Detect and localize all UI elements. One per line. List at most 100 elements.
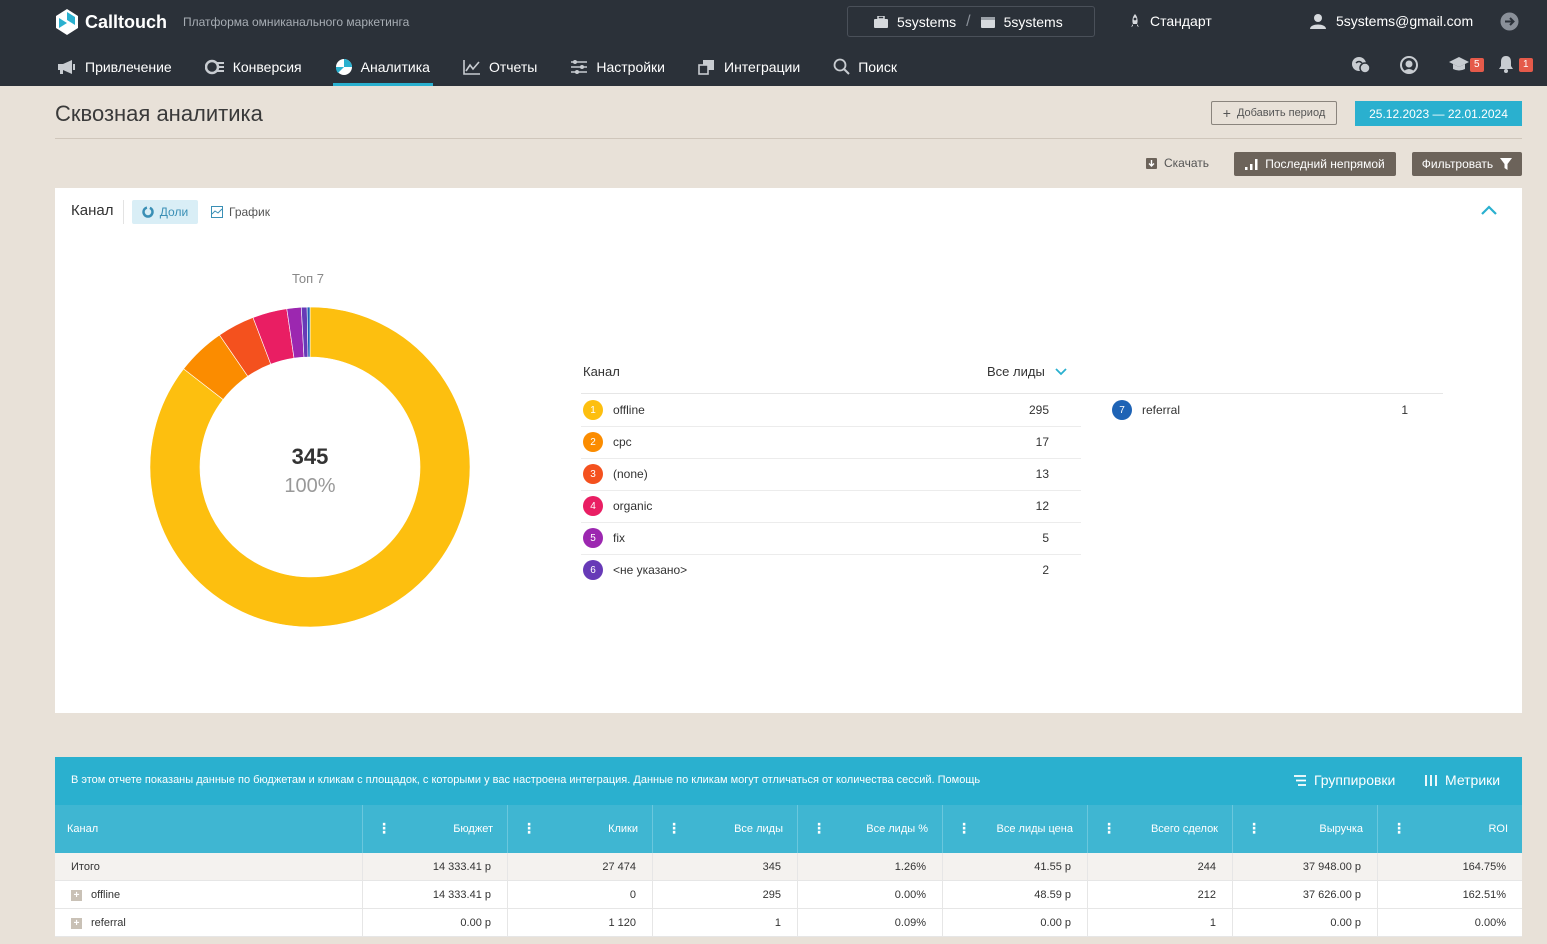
add-period-button[interactable]: + Добавить период (1211, 101, 1337, 125)
user-menu[interactable]: 5systems@gmail.com (1310, 13, 1473, 29)
integrations-icon (698, 59, 714, 75)
legend-item[interactable]: 6 <не указано> 2 (583, 554, 1053, 586)
education-button[interactable]: 5 (1448, 55, 1484, 75)
legend-item[interactable]: 4 organic 12 (583, 490, 1053, 522)
table-cell: 1 (652, 909, 797, 937)
donut-slice-referral[interactable] (306, 307, 311, 358)
bar-chart-icon (1245, 159, 1258, 170)
table-total-row[interactable]: Итого 14 333.41 р 27 474 345 1.26% 41.55 р 244… (55, 853, 1522, 881)
table-cell: 0.00 р (942, 909, 1087, 937)
column-header[interactable]: ⋮ Клики (507, 805, 652, 853)
metrics-button[interactable]: Метрики (1425, 772, 1500, 788)
nav-label: Конверсия (232, 58, 302, 75)
legend-rank-badge: 4 (583, 496, 603, 516)
legend-item[interactable]: 5 fix 5 (583, 522, 1053, 554)
column-header-label: Клики (608, 823, 638, 835)
column-header[interactable]: ⋮ Бюджет (362, 805, 507, 853)
download-icon (1146, 157, 1157, 169)
table-cell-value: 345 (762, 861, 781, 873)
app-name: Calltouch (85, 11, 168, 32)
date-range-button[interactable]: 25.12.2023 — 22.01.2024 (1355, 101, 1522, 126)
header-divider (55, 138, 1522, 139)
nav-item-acquisition[interactable]: Привлечение (55, 50, 175, 83)
plan-indicator[interactable]: Стандарт (1128, 13, 1212, 29)
column-menu-icon[interactable]: ⋮ (1102, 820, 1116, 836)
table-cell: 14 333.41 р (362, 853, 507, 881)
table-row[interactable]: + offline 14 333.41 р 0 295 0.00% 48.59 р 212 37… (55, 881, 1522, 909)
table-cell-value: 37 948.00 р (1302, 861, 1361, 873)
column-header[interactable]: ⋮ ROI (1377, 805, 1522, 853)
legend-item[interactable]: 3 (none) 13 (583, 458, 1053, 490)
column-menu-icon[interactable]: ⋮ (377, 820, 391, 836)
legend-label: organic (613, 499, 653, 513)
project-switcher[interactable]: 5systems / 5systems (847, 6, 1095, 37)
conversion-icon (204, 59, 224, 74)
nav-item-reports[interactable]: Отчеты (461, 50, 540, 83)
donut-slice-offline[interactable] (150, 307, 470, 627)
column-header[interactable]: ⋮ Выручка (1232, 805, 1377, 853)
nav-item-conversion[interactable]: Конверсия (203, 50, 305, 83)
legend-value: 295 (1028, 403, 1049, 417)
table-cell-value: 14 333.41 р (432, 861, 491, 873)
table-row[interactable]: + referral 0.00 р 1 120 1 0.09% 0.00 р 1 0.00 р 0… (55, 909, 1522, 937)
page-title: Сквозная аналитика (55, 101, 263, 126)
donut-center-total: 345 (291, 444, 329, 469)
column-menu-icon[interactable]: ⋮ (1392, 820, 1406, 836)
table-cell-value: 27 474 (602, 861, 636, 873)
column-menu-icon[interactable]: ⋮ (522, 820, 536, 836)
expand-row-icon[interactable]: + (71, 889, 82, 901)
logo[interactable]: Calltouch (55, 8, 167, 36)
legend-rank-badge: 2 (583, 432, 603, 452)
info-bar: В этом отчете показаны данные по бюджета… (55, 757, 1522, 805)
expand-row-icon[interactable]: + (71, 917, 82, 929)
table-cell: 244 (1087, 853, 1232, 881)
logout-icon[interactable] (1500, 12, 1519, 31)
legend-item[interactable]: 1 offline 295 (583, 394, 1053, 426)
notifications-button[interactable]: 1 (1497, 55, 1533, 75)
table-cell: 345 (652, 853, 797, 881)
table-cell: 295 (652, 881, 797, 909)
filter-button[interactable]: Фильтровать (1412, 152, 1522, 176)
legend-item[interactable]: 2 cpc 17 (583, 426, 1053, 458)
columns-icon (1425, 774, 1437, 786)
column-header-label: Все лиды цена (996, 823, 1073, 835)
column-header[interactable]: ⋮ Все лиды (652, 805, 797, 853)
column-menu-icon[interactable]: ⋮ (812, 820, 826, 836)
plan-label: Стандарт (1150, 13, 1212, 29)
column-header-label: Всего сделок (1150, 823, 1218, 835)
legend-item[interactable]: 7 referral 1 (1112, 394, 1442, 426)
legend-header-metric[interactable]: Все лиды (987, 364, 1067, 379)
table-cell: Итого (55, 853, 362, 881)
column-menu-icon[interactable]: ⋮ (957, 820, 971, 836)
column-header[interactable]: ⋮ Всего сделок (1087, 805, 1232, 853)
nav-item-integrations[interactable]: Интеграции (696, 50, 803, 83)
chevron-up-icon[interactable] (1480, 204, 1498, 216)
download-button[interactable]: Скачать (1146, 156, 1209, 170)
attribution-model-button[interactable]: Последний непрямой (1234, 152, 1396, 176)
table-cell: 1 120 (507, 909, 652, 937)
column-header-label: ROI (1488, 823, 1508, 835)
column-menu-icon[interactable]: ⋮ (1247, 820, 1261, 836)
manager-button[interactable] (1399, 55, 1421, 75)
nav-item-search[interactable]: Поиск (831, 50, 900, 83)
column-header[interactable]: ⋮ Все лиды % (797, 805, 942, 853)
table-cell: 212 (1087, 881, 1232, 909)
support-button[interactable] (1350, 55, 1372, 75)
column-header[interactable]: ⋮ Все лиды цена (942, 805, 1087, 853)
column-header-label: Выручка (1319, 823, 1363, 835)
chevron-down-icon (1055, 367, 1067, 375)
column-menu-icon[interactable]: ⋮ (667, 820, 681, 836)
nav-item-settings[interactable]: Настройки (568, 50, 668, 83)
nav-label: Настройки (596, 58, 665, 75)
legend-metric-label: Все лиды (987, 364, 1045, 379)
add-period-label: Добавить период (1236, 107, 1326, 119)
tab-share[interactable]: Доли (132, 200, 198, 224)
tab-graph[interactable]: График (211, 200, 270, 224)
column-header[interactable]: Канал (55, 805, 362, 853)
support-chat-icon (1352, 57, 1371, 74)
user-email: 5systems@gmail.com (1336, 13, 1474, 29)
groupings-button[interactable]: Группировки (1294, 772, 1395, 788)
table-cell-value: 1 (1209, 917, 1216, 929)
tab-share-label: Доли (159, 205, 189, 219)
nav-item-analytics[interactable]: Аналитика (332, 50, 434, 86)
